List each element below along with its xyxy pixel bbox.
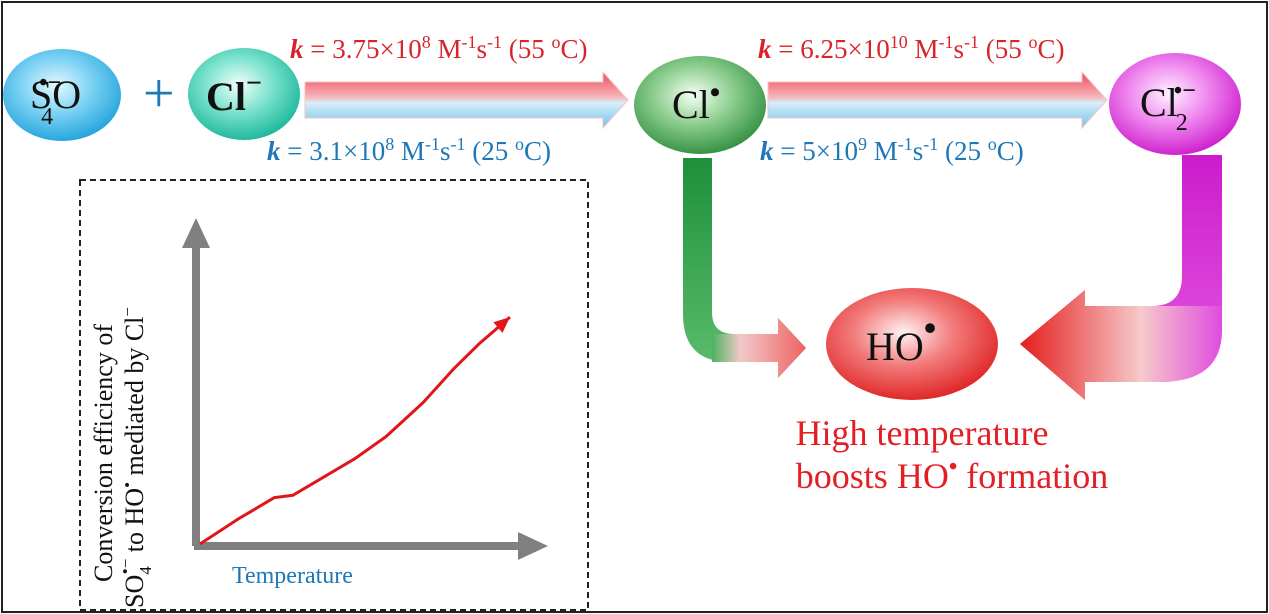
- rate-reaction2-55c: k = 6.25×1010 M-1s-1 (55 oC): [758, 32, 1065, 64]
- rate-reaction2-25c: k = 5×109 M-1s-1 (25 oC): [760, 134, 1024, 166]
- reaction-arrow-2: [767, 70, 1108, 130]
- y-axis-label-line-1: Conversion efficiency of: [89, 324, 118, 582]
- y-axis-arrowhead: [182, 218, 210, 248]
- y-axis-label-line-2: SO4•− to HO• mediated by Cl−: [116, 307, 155, 608]
- x-axis-arrowhead: [518, 532, 548, 560]
- x-axis-label: Temperature: [232, 563, 353, 589]
- sulfate-radical-label: SO4•−: [30, 70, 81, 130]
- series-arrowhead-0: [493, 317, 510, 333]
- hydroxyl-radical-node: [826, 288, 998, 400]
- chloride-label: Cl−: [206, 68, 262, 119]
- conclusion-line-1: High temperature: [796, 413, 1049, 453]
- rate-reaction1-25c: k = 3.1×108 M-1s-1 (25 oC): [267, 134, 551, 166]
- dichloride-to-hydroxyl-arrowhead: [1020, 290, 1222, 400]
- hydroxyl-radical-label: HO•: [866, 308, 936, 369]
- inset-dashed-border: [79, 179, 589, 611]
- series-line-0: [199, 315, 511, 546]
- chlorine-radical-node: [634, 56, 766, 154]
- inset-curve-layer: [199, 315, 511, 546]
- chlorine-radical-label: Cl•: [672, 76, 720, 127]
- chlorine-to-hydroxyl-arrowhead: [712, 318, 806, 378]
- rate-reaction1-55c: k = 3.75×108 M-1s-1 (55 oC): [290, 32, 588, 64]
- reaction-arrow-1: [304, 70, 629, 130]
- conclusion-line-2: boosts HO• formation: [796, 454, 1108, 496]
- chloride-node: [188, 48, 300, 140]
- inset-chart: Temperature Conversion efficiency of SO4…: [79, 179, 589, 611]
- plus-sign: +: [143, 63, 175, 125]
- sulfate-radical-node: [3, 49, 121, 141]
- chlorine-to-hydroxyl-arrow: [683, 158, 806, 378]
- dichloride-radical-node: [1109, 53, 1241, 155]
- dichloride-radical-label: Cl2•−: [1140, 78, 1196, 136]
